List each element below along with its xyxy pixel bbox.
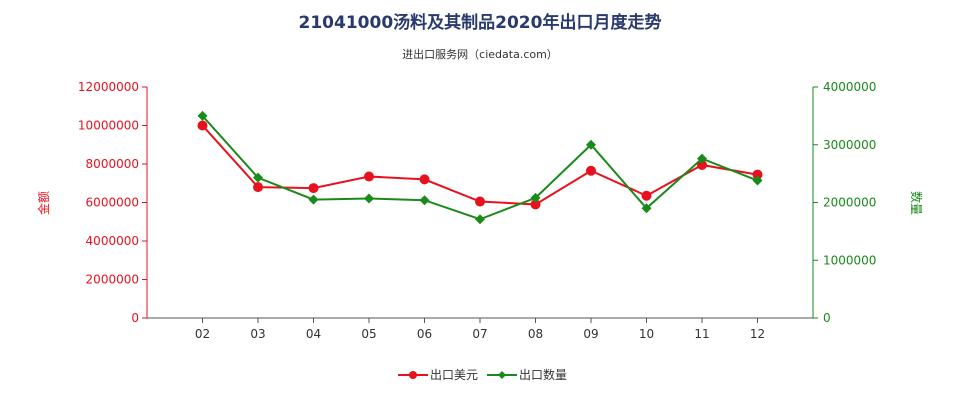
legend-label: 出口美元 xyxy=(430,368,478,382)
chart-title: 21041000汤料及其制品2020年出口月度走势 xyxy=(299,12,662,33)
series-2-point xyxy=(641,203,652,214)
series-1-point xyxy=(308,183,319,194)
series-2-point xyxy=(752,175,763,186)
axes: 0200000040000006000000800000010000000120… xyxy=(78,80,877,341)
x-tick-label: 03 xyxy=(250,327,265,341)
x-tick-label: 09 xyxy=(583,327,598,341)
y-right-tick-label: 3000000 xyxy=(823,138,876,152)
y-left-tick-label: 12000000 xyxy=(78,80,139,94)
series-layer xyxy=(197,110,763,225)
series-2-point xyxy=(419,195,430,206)
y-left-tick-label: 10000000 xyxy=(78,119,139,133)
y-left-tick-label: 2000000 xyxy=(86,273,139,287)
series-2-point xyxy=(586,139,596,150)
series-1-point xyxy=(697,159,707,170)
series-1-point xyxy=(752,169,763,180)
y-left-tick-label: 6000000 xyxy=(86,196,139,210)
y-right-tick-label: 1000000 xyxy=(823,253,876,267)
series-2-point xyxy=(530,192,541,203)
series-1-point xyxy=(586,165,596,176)
series-1-point xyxy=(530,199,541,210)
y-left-tick-label: 4000000 xyxy=(86,234,139,248)
chart-subtitle: 进出口服务网（ciedata.com） xyxy=(402,47,558,61)
series-1-point xyxy=(253,182,263,193)
y-right-tick-label: 4000000 xyxy=(823,80,876,94)
x-tick-label: 07 xyxy=(472,327,487,341)
x-tick-label: 10 xyxy=(639,327,654,341)
y-left-tick-label: 8000000 xyxy=(86,157,139,171)
legend-item-2: 出口数量 xyxy=(487,367,567,382)
x-tick-label: 04 xyxy=(306,327,321,341)
legend: 出口美元 出口数量 xyxy=(398,367,567,382)
series-2-point xyxy=(697,153,707,164)
series-2-point xyxy=(197,110,208,121)
legend-item-1: 出口美元 xyxy=(398,368,478,382)
series-2-point xyxy=(364,193,374,204)
series-1-point xyxy=(475,196,485,207)
series-2-point xyxy=(475,214,485,225)
x-tick-label: 11 xyxy=(694,327,709,341)
x-tick-label: 12 xyxy=(750,327,765,341)
y-right-tick-label: 0 xyxy=(823,311,831,325)
y-axis-left-label: 金额 xyxy=(36,191,51,215)
x-tick-label: 08 xyxy=(528,327,543,341)
legend-label: 出口数量 xyxy=(519,367,567,382)
legend-marker xyxy=(498,371,506,379)
series-2-point xyxy=(253,172,263,183)
x-tick-label: 02 xyxy=(195,327,210,341)
series-1-point xyxy=(197,120,208,131)
y-left-tick-label: 0 xyxy=(131,311,139,325)
series-1-point xyxy=(364,171,374,182)
series-2-point xyxy=(308,194,319,205)
legend-marker xyxy=(409,371,417,379)
y-right-tick-label: 2000000 xyxy=(823,196,876,210)
y-axis-right-label: 数量 xyxy=(909,191,924,215)
x-tick-label: 06 xyxy=(417,327,432,341)
series-line-1 xyxy=(201,124,758,206)
series-1-point xyxy=(641,190,652,201)
x-tick-label: 05 xyxy=(361,327,376,341)
series-1-point xyxy=(419,174,430,185)
